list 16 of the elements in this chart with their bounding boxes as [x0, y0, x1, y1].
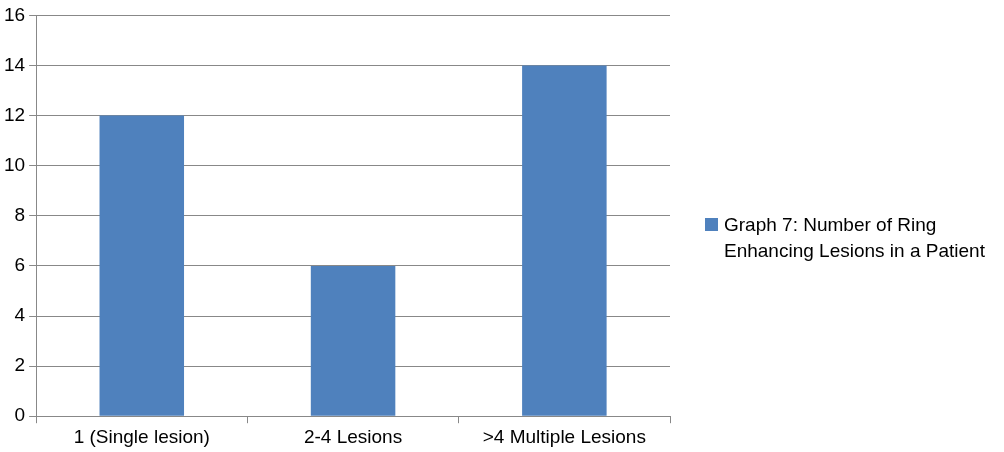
y-tick-label: 12 [3, 103, 26, 125]
y-tick-label: 2 [14, 354, 26, 376]
bar [310, 265, 396, 416]
y-tick-label: 10 [3, 153, 26, 175]
y-tick-label: 16 [3, 3, 26, 25]
y-tick-label: 8 [14, 204, 26, 226]
bar [99, 115, 185, 416]
y-tick-label: 6 [14, 254, 26, 276]
x-tick-label: 2-4 Lesions [303, 425, 403, 447]
x-tick-label: 1 (Single lesion) [73, 425, 210, 447]
y-tick-label: 14 [3, 53, 26, 75]
y-tick-label: 4 [14, 304, 26, 326]
legend-label: Graph 7: Number of Ring Enhancing Lesions in a Patient [724, 213, 986, 263]
bar [522, 65, 607, 416]
y-tick-label: 0 [14, 404, 26, 426]
x-tick-label: >4 Multiple Lesions [482, 425, 646, 447]
